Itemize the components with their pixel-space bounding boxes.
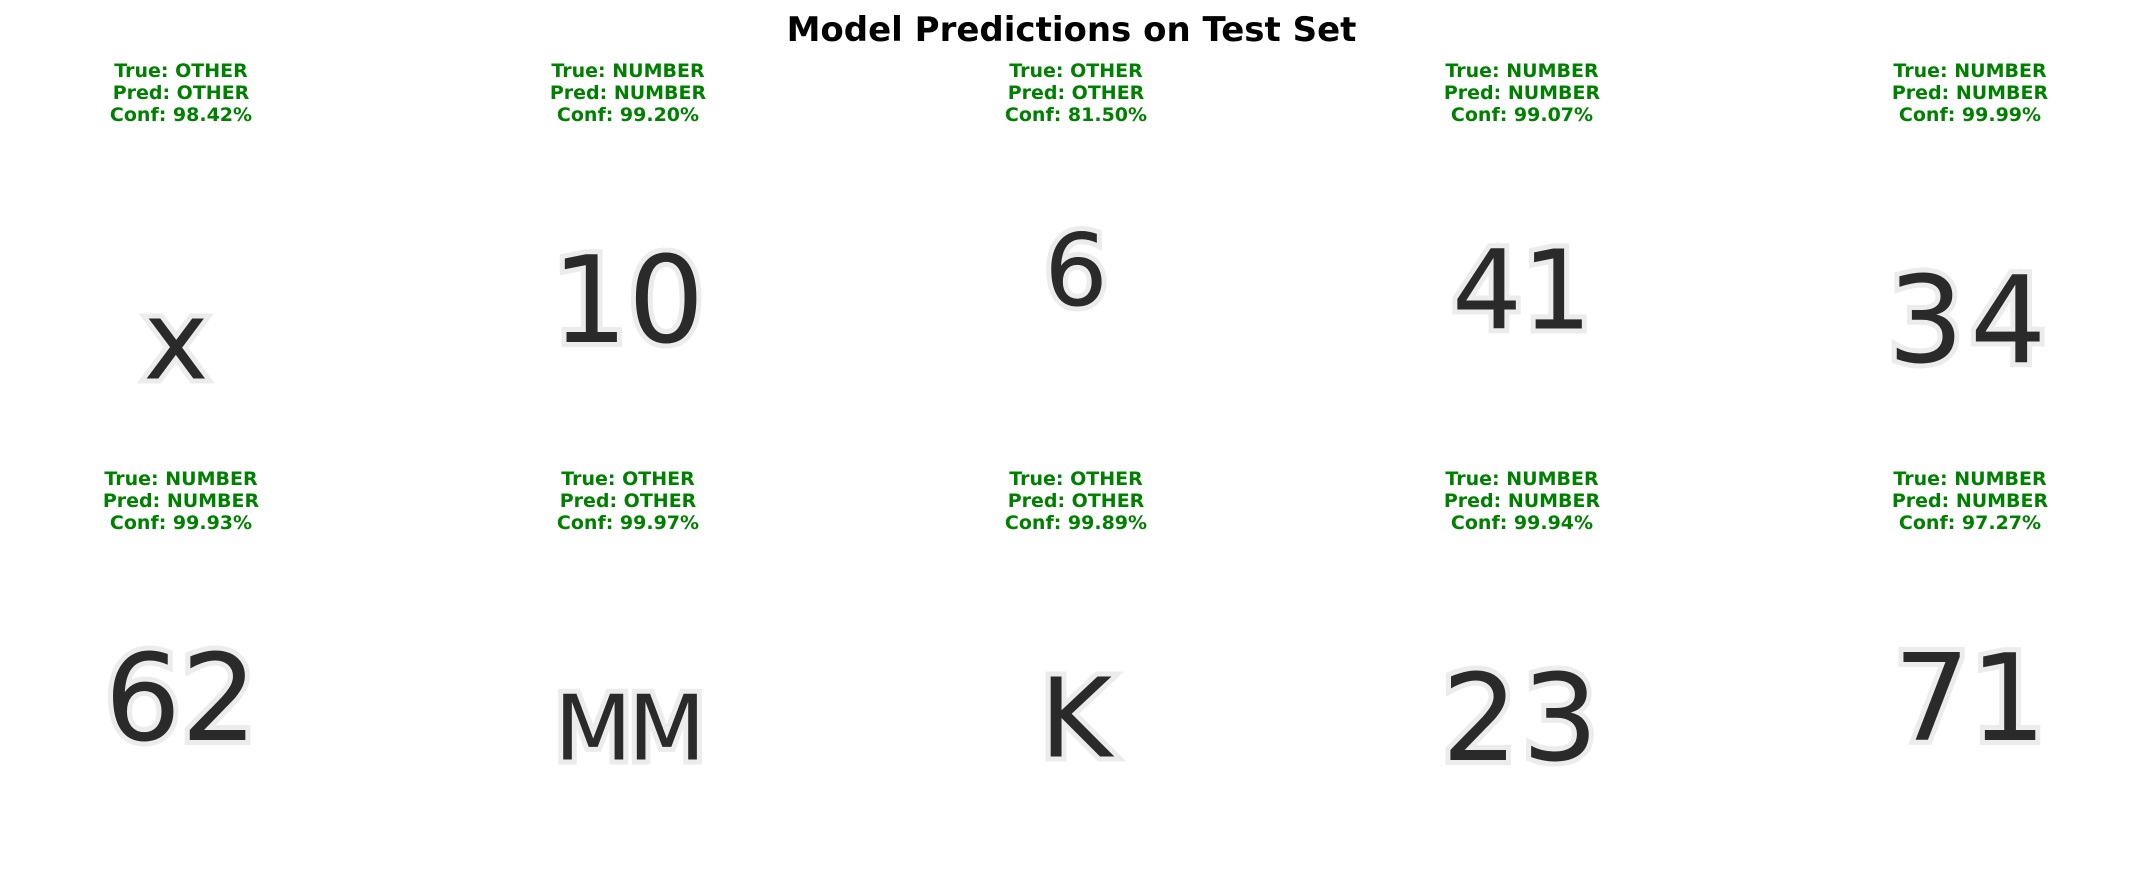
sample-glyph-halo: MM xyxy=(554,677,701,782)
conf-label: Conf: 99.99% xyxy=(1898,104,2042,126)
true-label: True: OTHER xyxy=(1009,60,1143,82)
sample-glyph: 71 xyxy=(1894,630,2047,769)
sample-image-canvas: KK xyxy=(1035,650,1120,788)
conf-label: Conf: 99.07% xyxy=(1450,104,1594,126)
sample-glyph-halo: 10 xyxy=(552,232,705,371)
conf-label: Conf: 99.89% xyxy=(1004,512,1148,534)
sample-glyph: K xyxy=(1040,655,1115,783)
panel-title: True: NUMBER Pred: NUMBER Conf: 97.27% xyxy=(1790,468,2143,534)
sample-glyph: 23 xyxy=(1442,650,1603,789)
true-label: True: NUMBER xyxy=(104,468,258,490)
true-label: True: NUMBER xyxy=(1893,468,2047,490)
pred-label: Pred: OTHER xyxy=(112,82,250,104)
conf-label: Conf: 99.97% xyxy=(556,512,700,534)
prediction-panel: True: OTHER Pred: OTHER Conf: 99.89% K K xyxy=(896,468,1256,868)
sample-image: 23 23 xyxy=(1342,528,1702,848)
prediction-panel: True: OTHER Pred: OTHER Conf: 99.97% MM MM xyxy=(448,468,808,868)
sample-glyph: MM xyxy=(554,677,701,782)
panel-title: True: OTHER Pred: OTHER Conf: 98.42% xyxy=(1,60,361,126)
sample-image: 71 71 xyxy=(1790,528,2143,848)
pred-label: Pred: NUMBER xyxy=(1443,490,1601,512)
true-label: True: NUMBER xyxy=(1445,60,1599,82)
sample-image: MM MM xyxy=(448,528,808,848)
sample-image: 62 62 xyxy=(1,528,361,848)
sample-glyph: 10 xyxy=(552,232,705,371)
panel-title: True: OTHER Pred: OTHER Conf: 99.89% xyxy=(896,468,1256,534)
prediction-panel: True: NUMBER Pred: NUMBER Conf: 99.93% 62 62 xyxy=(1,468,361,868)
conf-label: Conf: 99.93% xyxy=(109,512,253,534)
sample-image: 41 41 xyxy=(1342,120,1702,440)
sample-glyph-halo: x xyxy=(143,277,218,405)
panel-title: True: NUMBER Pred: NUMBER Conf: 99.07% xyxy=(1342,60,1702,126)
prediction-panel: True: NUMBER Pred: NUMBER Conf: 97.27% 71 71 xyxy=(1790,468,2143,868)
conf-label: Conf: 98.42% xyxy=(109,104,253,126)
prediction-panel: True: OTHER Pred: OTHER Conf: 98.42% x x xyxy=(1,60,361,460)
sample-glyph: 62 xyxy=(105,630,258,769)
sample-glyph: 34 xyxy=(1888,252,2053,391)
figure-title: Model Predictions on Test Set xyxy=(786,10,1357,50)
panel-title: True: NUMBER Pred: NUMBER Conf: 99.99% xyxy=(1790,60,2143,126)
sample-glyph-halo: 23 xyxy=(1442,650,1603,789)
sample-glyph: 41 xyxy=(1452,227,1592,355)
pred-label: Pred: NUMBER xyxy=(549,82,707,104)
panel-title: True: NUMBER Pred: NUMBER Conf: 99.20% xyxy=(448,60,808,126)
pred-label: Pred: NUMBER xyxy=(1891,82,2049,104)
sample-glyph-halo: 6 xyxy=(1044,212,1108,329)
pred-label: Pred: OTHER xyxy=(1007,490,1145,512)
prediction-panel: True: NUMBER Pred: NUMBER Conf: 99.07% 41 41 xyxy=(1342,60,1702,460)
sample-glyph-halo: 71 xyxy=(1894,630,2047,769)
sample-image-canvas: 66 xyxy=(1039,207,1113,334)
conf-label: Conf: 97.27% xyxy=(1898,512,2042,534)
sample-glyph-halo: 41 xyxy=(1452,227,1592,355)
prediction-panel: True: OTHER Pred: OTHER Conf: 81.50% 6 6 xyxy=(896,60,1256,460)
prediction-panel: True: NUMBER Pred: NUMBER Conf: 99.99% 34 34 xyxy=(1790,60,2143,460)
panel-title: True: NUMBER Pred: NUMBER Conf: 99.94% xyxy=(1342,468,1702,534)
conf-label: Conf: 99.94% xyxy=(1450,512,1594,534)
pred-label: Pred: NUMBER xyxy=(1443,82,1601,104)
sample-glyph: 6 xyxy=(1044,212,1108,329)
pred-label: Pred: OTHER xyxy=(1007,82,1145,104)
sample-glyph-halo: 62 xyxy=(105,630,258,769)
conf-label: Conf: 81.50% xyxy=(1004,104,1148,126)
sample-glyph-halo: K xyxy=(1040,655,1115,783)
sample-glyph-halo: 34 xyxy=(1888,252,2053,391)
sample-glyph: x xyxy=(143,277,218,405)
prediction-panel: True: NUMBER Pred: NUMBER Conf: 99.94% 23 23 xyxy=(1342,468,1702,868)
true-label: True: OTHER xyxy=(561,468,695,490)
sample-image: 34 34 xyxy=(1790,120,2143,440)
true-label: True: OTHER xyxy=(1009,468,1143,490)
pred-label: Pred: OTHER xyxy=(559,490,697,512)
pred-label: Pred: NUMBER xyxy=(102,490,260,512)
true-label: True: OTHER xyxy=(114,60,248,82)
true-label: True: NUMBER xyxy=(551,60,705,82)
conf-label: Conf: 99.20% xyxy=(556,104,700,126)
sample-image: 10 10 xyxy=(448,120,808,440)
panel-title: True: OTHER Pred: OTHER Conf: 99.97% xyxy=(448,468,808,534)
pred-label: Pred: NUMBER xyxy=(1891,490,2049,512)
true-label: True: NUMBER xyxy=(1893,60,2047,82)
prediction-panel: True: NUMBER Pred: NUMBER Conf: 99.20% 10 10 xyxy=(448,60,808,460)
panel-title: True: NUMBER Pred: NUMBER Conf: 99.93% xyxy=(1,468,361,534)
panel-title: True: OTHER Pred: OTHER Conf: 81.50% xyxy=(896,60,1256,126)
true-label: True: NUMBER xyxy=(1445,468,1599,490)
sample-image-canvas: xx xyxy=(138,272,218,410)
